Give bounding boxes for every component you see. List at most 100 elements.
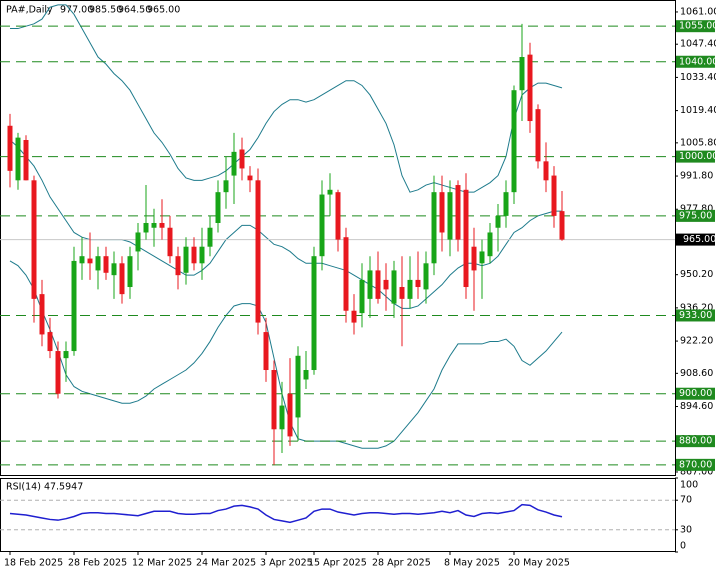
candle-body — [559, 211, 565, 240]
y-tick-label: 1047.40 — [680, 39, 716, 50]
rsi-line — [9, 503, 563, 524]
candle-body — [215, 192, 221, 223]
candle-body — [543, 161, 549, 181]
y-tick-label: 1019.40 — [680, 105, 716, 116]
y-tick-label: 1061.00 — [680, 6, 716, 17]
x-tick-label: 3 Apr 2025 — [260, 558, 313, 569]
x-tick-label: 28 Feb 2025 — [68, 558, 127, 569]
candle-body — [287, 393, 293, 437]
candle-body — [167, 227, 173, 257]
candle-body — [263, 332, 269, 371]
y-tick-label: 908.60 — [680, 368, 713, 379]
candle-body — [279, 405, 285, 430]
candle-body — [103, 256, 109, 273]
y-tick-label: 867.00 — [680, 466, 713, 477]
candle-body — [207, 227, 213, 247]
candle-body — [383, 279, 389, 290]
indicator-title: RSI(14) 47.5947 — [6, 482, 83, 493]
candle-body — [551, 175, 557, 216]
candle-body — [535, 109, 541, 162]
candle-body — [447, 192, 453, 240]
candle-body — [415, 279, 421, 288]
header-value: 965.00 — [147, 5, 180, 16]
candle-body — [31, 180, 37, 299]
candle-body — [111, 263, 117, 276]
candle-body — [239, 149, 245, 169]
bollinger-upper — [10, 4, 563, 193]
candle-body — [255, 180, 261, 323]
x-tick-label: 28 Apr 2025 — [372, 558, 431, 569]
candle-body — [71, 260, 77, 352]
candle-body — [119, 263, 125, 295]
level-label-box — [676, 387, 715, 400]
x-tick-label: 12 Mar 2025 — [132, 558, 192, 569]
candle-body — [439, 192, 445, 233]
level-label: 880.00 — [679, 436, 712, 447]
x-tick-label: 8 May 2025 — [444, 558, 500, 569]
candle-body — [15, 137, 21, 181]
candle-body — [431, 192, 437, 264]
candle-body — [199, 246, 205, 264]
y-tick-label: 894.60 — [680, 401, 713, 412]
x-tick-label: 20 May 2025 — [508, 558, 570, 569]
candle-body — [455, 185, 461, 240]
candle-body — [295, 355, 301, 418]
y-tick-label: 991.80 — [680, 171, 713, 182]
level-label: 933.00 — [679, 310, 712, 321]
candle-body — [519, 57, 525, 91]
candle-body — [327, 189, 333, 195]
level-label-box — [676, 309, 715, 322]
candle-body — [39, 294, 45, 335]
x-tick-label: 18 Feb 2025 — [4, 558, 63, 569]
candle-body — [359, 279, 365, 314]
header-value: 985.50 — [89, 5, 122, 16]
candle-body — [367, 270, 373, 299]
candle-body — [399, 287, 405, 299]
candle-body — [511, 90, 517, 193]
level-label: 900.00 — [679, 388, 712, 399]
candle-body — [391, 270, 397, 304]
candle-body — [47, 332, 53, 352]
y-tick-label: 1033.40 — [680, 72, 716, 83]
y-tick-label: 977.80 — [680, 204, 713, 215]
candle-body — [311, 256, 317, 371]
candle-body — [423, 263, 429, 290]
candle-body — [319, 194, 325, 257]
header-value: 977.00 — [60, 5, 93, 16]
rsi-panel-frame — [0, 478, 676, 552]
candle-body — [159, 222, 165, 228]
candle-body — [175, 256, 181, 276]
candle-body — [23, 140, 29, 181]
candle-body — [527, 54, 533, 122]
candle-body — [7, 125, 13, 171]
rsi-y-tick-label: 30 — [680, 524, 692, 535]
y-tick-label: 936.20 — [680, 302, 713, 313]
level-label: 1040.00 — [679, 56, 716, 67]
candle-body — [463, 189, 469, 288]
candle-body — [95, 256, 101, 271]
candle-body — [231, 151, 237, 176]
bollinger-middle — [9, 139, 562, 309]
candle-body — [335, 192, 341, 240]
y-tick-label: 1005.80 — [680, 137, 716, 148]
bollinger-lower — [9, 260, 563, 449]
main-panel-frame — [0, 0, 676, 476]
last-price-box — [676, 233, 715, 246]
candle-body — [471, 246, 477, 271]
rsi-y-tick-label: 70 — [680, 495, 692, 506]
candle-body — [271, 370, 277, 430]
level-label-box — [676, 20, 715, 33]
header-value: 964.50 — [118, 5, 151, 16]
level-label: 870.00 — [679, 459, 712, 470]
candle-body — [55, 351, 61, 394]
x-tick-label: 24 Mar 2025 — [196, 558, 256, 569]
level-label: 1000.00 — [679, 151, 716, 162]
x-tick-label: 15 Apr 2025 — [308, 558, 367, 569]
candle-body — [191, 246, 197, 264]
candle-body — [63, 351, 69, 359]
candle-body — [343, 237, 349, 311]
candle-body — [479, 251, 485, 264]
candle-body — [127, 256, 133, 288]
candle-body — [303, 370, 309, 380]
